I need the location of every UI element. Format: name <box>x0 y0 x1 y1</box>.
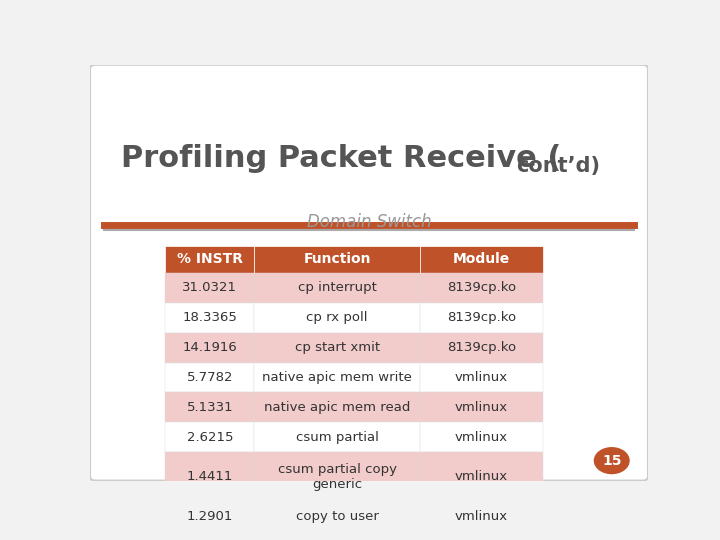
Bar <box>166 273 254 302</box>
FancyBboxPatch shape <box>90 65 648 481</box>
Text: vmlinux: vmlinux <box>455 470 508 483</box>
Text: csum partial: csum partial <box>296 431 379 444</box>
Text: 5.7782: 5.7782 <box>186 371 233 384</box>
Text: native apic mem write: native apic mem write <box>262 371 412 384</box>
Bar <box>166 422 254 453</box>
Bar <box>254 502 420 531</box>
Text: % INSTR: % INSTR <box>177 252 243 266</box>
Text: Module: Module <box>453 252 510 266</box>
Bar <box>166 362 254 393</box>
Text: cont’d): cont’d) <box>516 156 600 176</box>
Bar <box>254 246 420 273</box>
Bar <box>166 502 254 531</box>
Bar <box>254 362 420 393</box>
Bar <box>420 246 543 273</box>
Bar <box>166 246 254 273</box>
Text: Function: Function <box>303 252 371 266</box>
Text: Profiling Packet Receive (: Profiling Packet Receive ( <box>121 144 561 173</box>
Text: 15: 15 <box>602 454 621 468</box>
Text: cp start xmit: cp start xmit <box>294 341 379 354</box>
Bar <box>420 333 543 362</box>
Text: 2.6215: 2.6215 <box>186 431 233 444</box>
Bar <box>166 333 254 362</box>
Bar <box>420 422 543 453</box>
Text: vmlinux: vmlinux <box>455 401 508 414</box>
Bar <box>420 362 543 393</box>
Text: copy to user: copy to user <box>296 510 379 523</box>
Text: 8139cp.ko: 8139cp.ko <box>446 341 516 354</box>
Text: 1.4411: 1.4411 <box>186 470 233 483</box>
Text: 14.1916: 14.1916 <box>182 341 237 354</box>
Text: vmlinux: vmlinux <box>455 431 508 444</box>
Bar <box>254 273 420 302</box>
Text: 31.0321: 31.0321 <box>182 281 238 294</box>
Text: 5.1331: 5.1331 <box>186 401 233 414</box>
Bar <box>254 453 420 502</box>
Text: csum partial copy
generic: csum partial copy generic <box>278 463 397 491</box>
Bar <box>166 393 254 422</box>
Text: cp interrupt: cp interrupt <box>297 281 377 294</box>
Text: vmlinux: vmlinux <box>455 510 508 523</box>
Text: native apic mem read: native apic mem read <box>264 401 410 414</box>
Bar <box>420 393 543 422</box>
Text: cp rx poll: cp rx poll <box>306 311 368 324</box>
Bar <box>420 502 543 531</box>
Bar <box>420 302 543 333</box>
Bar <box>254 422 420 453</box>
Circle shape <box>595 448 629 474</box>
Bar <box>166 453 254 502</box>
Bar <box>420 453 543 502</box>
Text: 8139cp.ko: 8139cp.ko <box>446 281 516 294</box>
Text: vmlinux: vmlinux <box>455 371 508 384</box>
Text: 8139cp.ko: 8139cp.ko <box>446 311 516 324</box>
Bar <box>254 333 420 362</box>
Text: Domain Switch: Domain Switch <box>307 213 431 231</box>
Bar <box>420 273 543 302</box>
Text: 1.2901: 1.2901 <box>186 510 233 523</box>
Bar <box>254 302 420 333</box>
Bar <box>254 393 420 422</box>
Bar <box>166 302 254 333</box>
Text: 18.3365: 18.3365 <box>182 311 238 324</box>
